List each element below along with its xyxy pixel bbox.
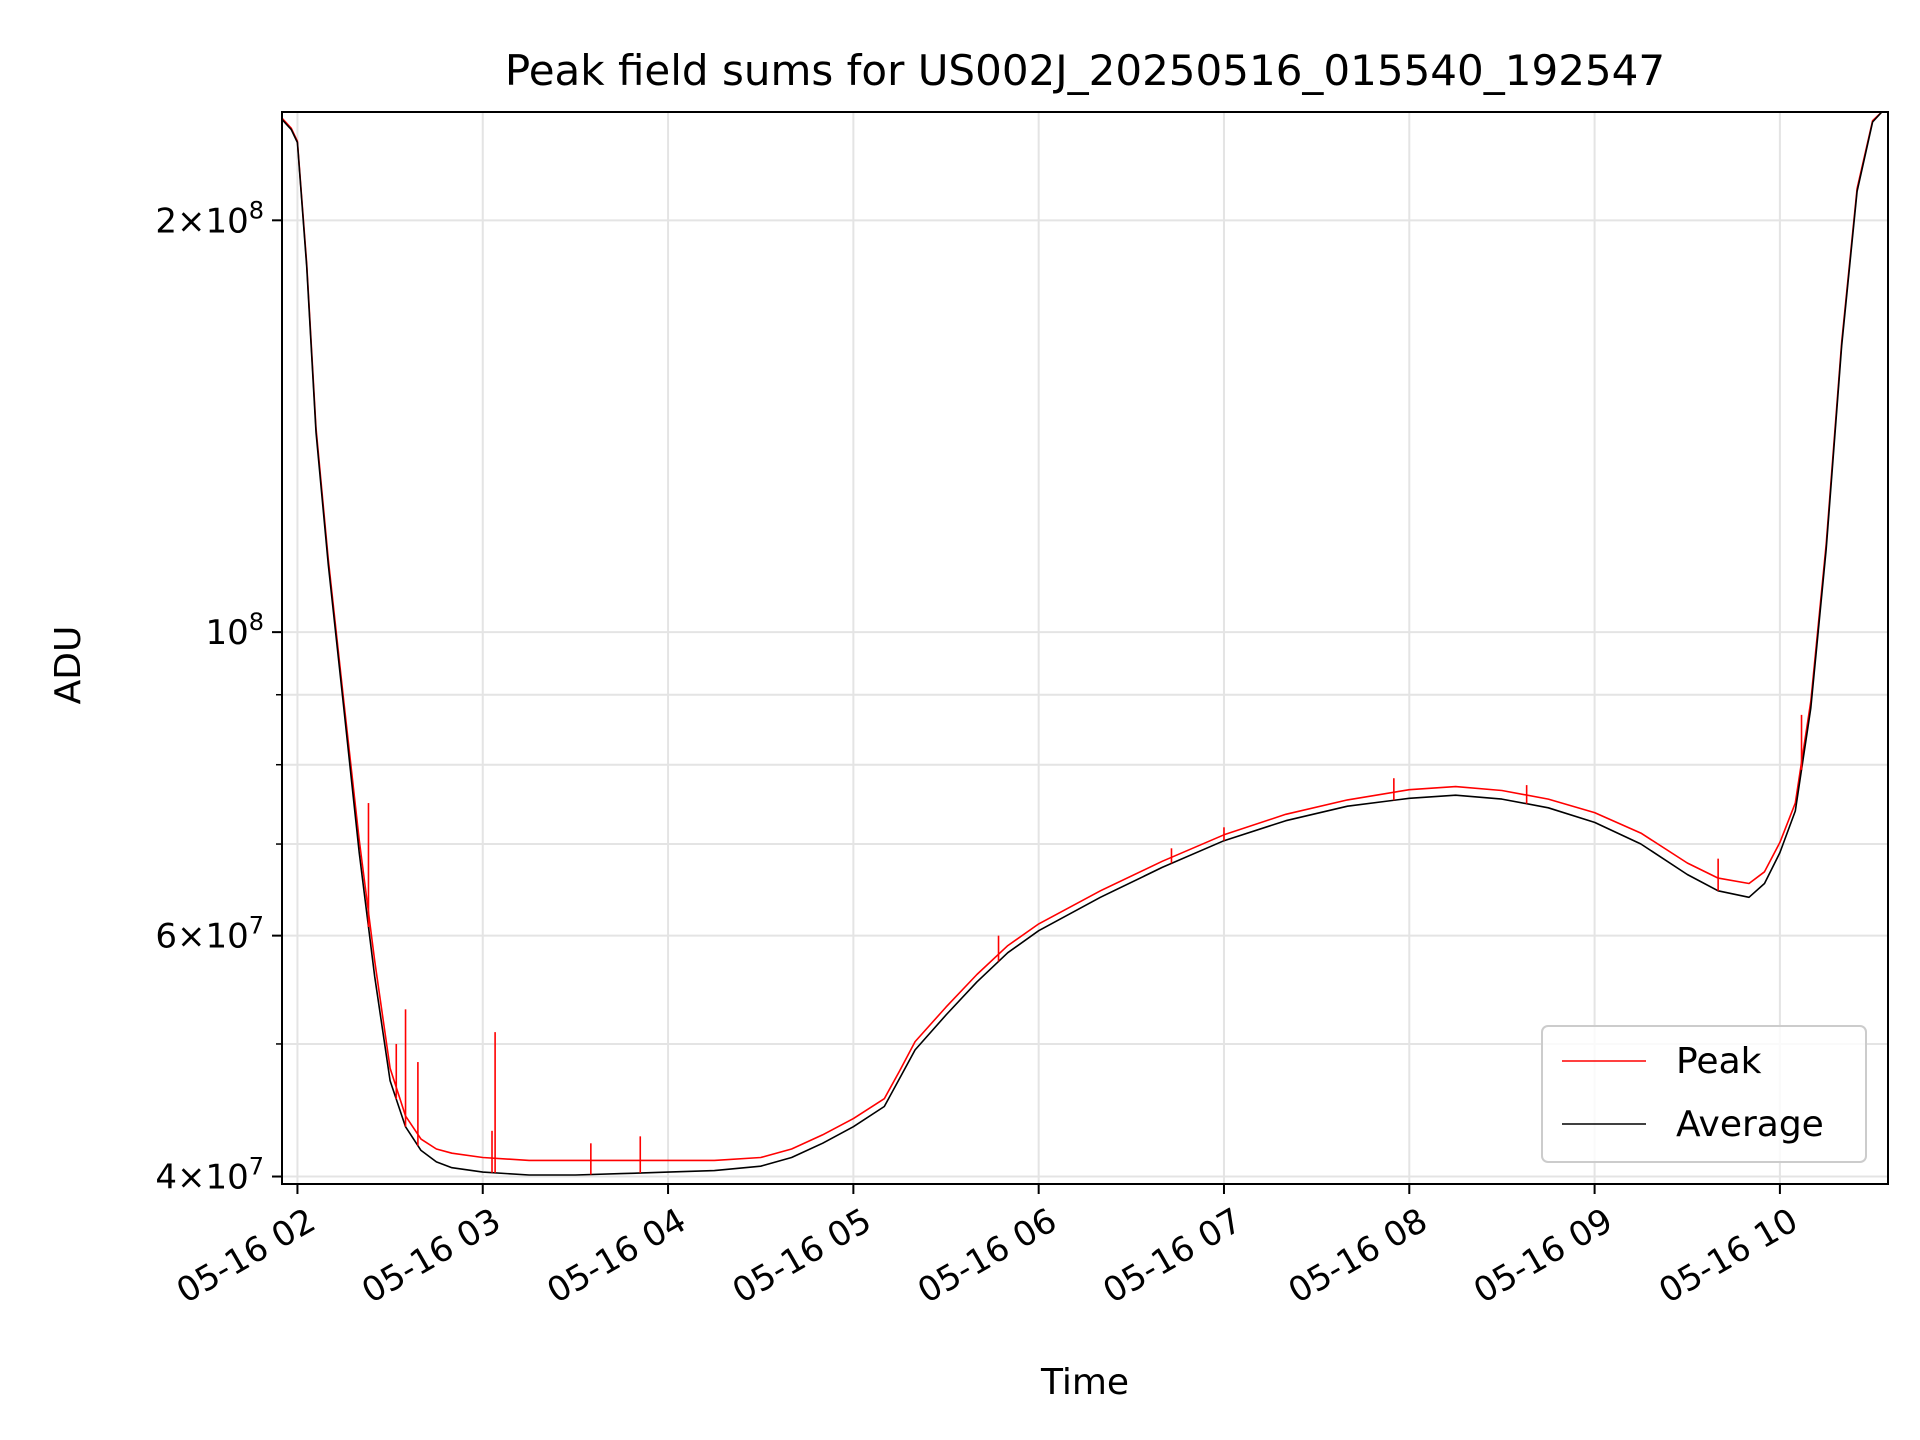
y-tick-label: 4×107 bbox=[155, 1153, 264, 1198]
y-tick-base: 10 bbox=[205, 1158, 248, 1198]
legend-label-average: Average bbox=[1676, 1104, 1824, 1145]
legend: Peak Average bbox=[1541, 1025, 1867, 1163]
y-tick-exponent: 8 bbox=[249, 196, 264, 224]
y-tick-label: 6×107 bbox=[155, 912, 264, 957]
axes-frame bbox=[281, 111, 1889, 1185]
y-tick-mantissa: 6 bbox=[155, 917, 177, 957]
y-axis-label: ADU bbox=[48, 626, 89, 705]
x-axis-label: Time bbox=[1040, 1362, 1129, 1403]
y-tick-base: 10 bbox=[205, 917, 248, 957]
y-tick-exponent: 7 bbox=[249, 1153, 264, 1181]
plot-area bbox=[281, 111, 1883, 1176]
y-tick-base: 10 bbox=[205, 201, 248, 241]
chart-title: Peak field sums for US002J_20250516_0155… bbox=[505, 46, 1665, 95]
y-tick-times: × bbox=[177, 917, 206, 957]
grid bbox=[282, 112, 1888, 1184]
series-line-average bbox=[281, 111, 1883, 1176]
y-tick-label: 108 bbox=[205, 608, 264, 653]
legend-box bbox=[1541, 1025, 1867, 1163]
y-tick-times: × bbox=[177, 201, 206, 241]
y-tick-mantissa: 4 bbox=[155, 1158, 177, 1198]
y-tick-mantissa: 2 bbox=[155, 201, 177, 241]
series-layer bbox=[281, 111, 1883, 1176]
y-tick-exponent: 7 bbox=[249, 912, 264, 940]
y-tick-times: × bbox=[177, 1158, 206, 1198]
legend-label-peak: Peak bbox=[1676, 1041, 1762, 1082]
y-tick-exponent: 8 bbox=[249, 608, 264, 636]
y-tick-label: 2×108 bbox=[155, 196, 264, 241]
y-tick-base: 10 bbox=[205, 613, 248, 653]
series-line-peak bbox=[281, 111, 1883, 1162]
